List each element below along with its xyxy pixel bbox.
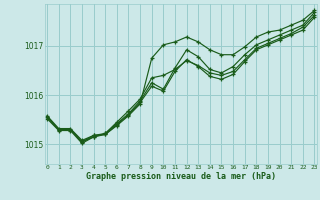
X-axis label: Graphe pression niveau de la mer (hPa): Graphe pression niveau de la mer (hPa) <box>86 172 276 181</box>
